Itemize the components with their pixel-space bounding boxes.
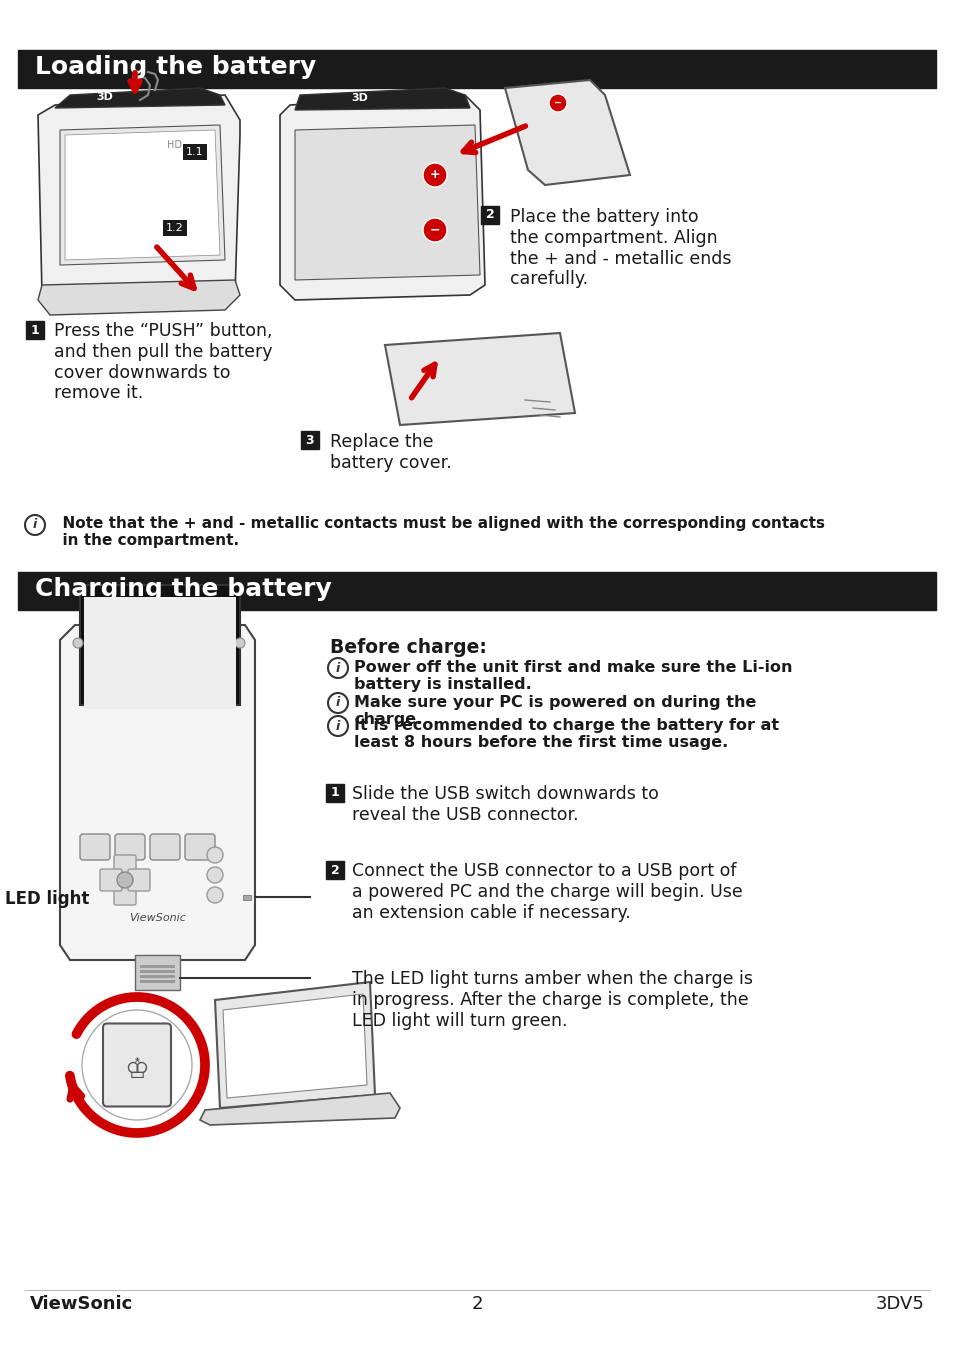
FancyBboxPatch shape bbox=[103, 1024, 171, 1107]
Polygon shape bbox=[60, 125, 225, 265]
Bar bbox=[140, 970, 174, 972]
Text: ViewSonic: ViewSonic bbox=[130, 913, 186, 923]
Polygon shape bbox=[294, 87, 470, 110]
Bar bbox=[480, 206, 498, 225]
Text: Charging the battery: Charging the battery bbox=[35, 577, 332, 601]
Circle shape bbox=[207, 886, 223, 902]
FancyBboxPatch shape bbox=[115, 834, 145, 859]
Bar bbox=[140, 975, 174, 978]
Circle shape bbox=[207, 847, 223, 863]
Text: 1.1: 1.1 bbox=[186, 147, 204, 157]
Text: −: − bbox=[554, 98, 561, 108]
Text: Make sure your PC is powered on during the
charge.: Make sure your PC is powered on during t… bbox=[354, 695, 756, 728]
Text: Connect the USB connector to a USB port of
a powered PC and the charge will begi: Connect the USB connector to a USB port … bbox=[352, 862, 742, 921]
Text: −: − bbox=[429, 223, 439, 237]
Text: 3D: 3D bbox=[352, 93, 368, 104]
Text: Place the battery into
the compartment. Align
the + and - metallic ends
carefull: Place the battery into the compartment. … bbox=[510, 208, 731, 288]
FancyBboxPatch shape bbox=[150, 834, 180, 859]
Text: 3D: 3D bbox=[96, 91, 113, 102]
Circle shape bbox=[422, 218, 447, 242]
Polygon shape bbox=[135, 955, 180, 990]
Text: 1: 1 bbox=[30, 324, 39, 336]
Circle shape bbox=[207, 868, 223, 884]
Text: Loading the battery: Loading the battery bbox=[35, 55, 315, 79]
Text: i: i bbox=[335, 720, 340, 733]
FancyBboxPatch shape bbox=[80, 834, 110, 859]
Bar bbox=[140, 964, 174, 968]
Circle shape bbox=[422, 163, 447, 187]
Text: HD: HD bbox=[168, 140, 182, 151]
Bar bbox=[90, 640, 230, 670]
Text: Power off the unit first and make sure the Li-ion
battery is installed.: Power off the unit first and make sure t… bbox=[354, 660, 792, 693]
Circle shape bbox=[82, 1010, 192, 1120]
Circle shape bbox=[328, 658, 348, 678]
Text: ViewSonic: ViewSonic bbox=[30, 1295, 133, 1313]
Bar bbox=[243, 894, 251, 900]
Text: Before charge:: Before charge: bbox=[330, 638, 486, 656]
Bar bbox=[140, 981, 174, 983]
Polygon shape bbox=[280, 95, 484, 300]
Bar bbox=[84, 597, 235, 709]
FancyBboxPatch shape bbox=[113, 855, 136, 877]
Bar bbox=[326, 861, 344, 880]
Text: Slide the USB switch downwards to
reveal the USB connector.: Slide the USB switch downwards to reveal… bbox=[352, 785, 659, 823]
Text: The LED light turns amber when the charge is
in progress. After the charge is co: The LED light turns amber when the charg… bbox=[352, 970, 752, 1030]
FancyBboxPatch shape bbox=[128, 869, 150, 890]
Bar bbox=[326, 784, 344, 802]
Circle shape bbox=[548, 94, 566, 112]
Text: LED light: LED light bbox=[5, 890, 90, 908]
Text: i: i bbox=[335, 697, 340, 710]
Bar bbox=[18, 572, 935, 611]
Text: i: i bbox=[32, 519, 37, 531]
Bar bbox=[18, 50, 935, 87]
Text: Press the “PUSH” button,
and then pull the battery
cover downwards to
remove it.: Press the “PUSH” button, and then pull t… bbox=[54, 321, 273, 402]
Text: 3DV5: 3DV5 bbox=[875, 1295, 924, 1313]
Text: 2: 2 bbox=[331, 863, 339, 877]
Polygon shape bbox=[214, 982, 375, 1108]
Polygon shape bbox=[294, 125, 479, 280]
Polygon shape bbox=[200, 1093, 399, 1124]
Circle shape bbox=[73, 638, 83, 648]
Text: i: i bbox=[335, 662, 340, 674]
Text: Replace the
battery cover.: Replace the battery cover. bbox=[330, 433, 452, 472]
Polygon shape bbox=[504, 79, 629, 186]
Text: 1: 1 bbox=[331, 787, 339, 799]
Bar bbox=[301, 430, 318, 449]
Text: ♔: ♔ bbox=[125, 1056, 150, 1084]
FancyBboxPatch shape bbox=[113, 884, 136, 905]
Text: It is recommended to charge the battery for at
least 8 hours before the first ti: It is recommended to charge the battery … bbox=[354, 718, 779, 751]
Text: 1.2: 1.2 bbox=[166, 223, 184, 233]
Bar bbox=[26, 321, 44, 339]
Polygon shape bbox=[60, 625, 254, 960]
FancyBboxPatch shape bbox=[100, 869, 122, 890]
Polygon shape bbox=[223, 994, 367, 1098]
Polygon shape bbox=[385, 334, 575, 425]
Text: 2: 2 bbox=[471, 1295, 482, 1313]
Circle shape bbox=[117, 872, 132, 888]
Text: 2: 2 bbox=[485, 208, 494, 222]
Polygon shape bbox=[38, 280, 240, 315]
Bar bbox=[80, 585, 240, 705]
Circle shape bbox=[328, 716, 348, 736]
Text: +: + bbox=[429, 168, 440, 182]
Circle shape bbox=[25, 515, 45, 535]
Text: 3: 3 bbox=[305, 433, 314, 447]
Polygon shape bbox=[65, 130, 220, 260]
Circle shape bbox=[234, 638, 245, 648]
Text: Note that the + and - metallic contacts must be aligned with the corresponding c: Note that the + and - metallic contacts … bbox=[52, 516, 824, 549]
Polygon shape bbox=[38, 95, 240, 309]
Polygon shape bbox=[55, 87, 225, 108]
FancyBboxPatch shape bbox=[185, 834, 214, 859]
Circle shape bbox=[328, 693, 348, 713]
